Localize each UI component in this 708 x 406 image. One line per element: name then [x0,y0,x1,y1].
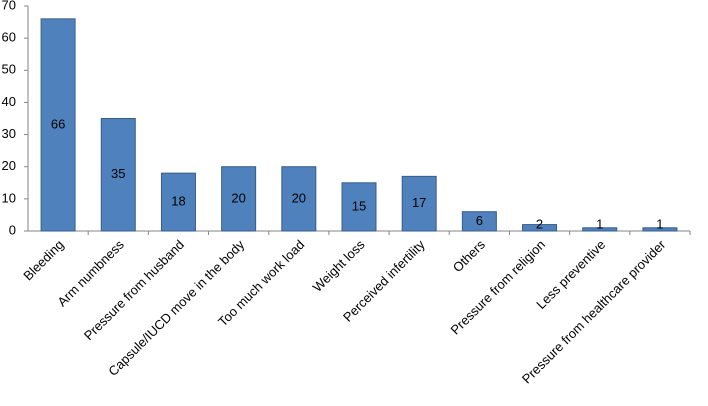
bar [40,18,76,232]
value-label: 1 [596,216,603,231]
x-tick-label: Pressure from husband [81,237,187,343]
y-tick-label: 0 [9,222,16,237]
bar [341,182,377,232]
bar [461,211,497,232]
value-label: 15 [352,198,366,213]
value-label: 20 [292,190,306,205]
bar [221,166,257,232]
x-tick-label: Bleeding [20,237,66,283]
x-tick-label: Others [450,237,489,276]
bar [401,175,437,232]
value-label: 35 [111,166,125,181]
bar [100,118,136,232]
x-tick-label: Weight loss [310,237,368,295]
y-tick-label: 50 [2,62,16,77]
y-tick-label: 10 [2,190,16,205]
value-label: 6 [476,213,483,228]
bar [582,227,618,232]
bar [160,172,196,232]
value-label: 66 [51,116,65,131]
y-tick-label: 60 [2,30,16,45]
bar [522,224,558,232]
y-tick-label: 20 [2,158,16,173]
value-label: 18 [171,194,185,209]
bar [642,227,678,232]
y-tick-label: 30 [2,126,16,141]
value-label: 17 [412,195,426,210]
value-label: 2 [536,216,543,231]
value-label: 1 [656,216,663,231]
y-tick-label: 40 [2,94,16,109]
bar [281,166,317,232]
value-label: 20 [231,190,245,205]
y-tick-label: 70 [2,0,16,12]
